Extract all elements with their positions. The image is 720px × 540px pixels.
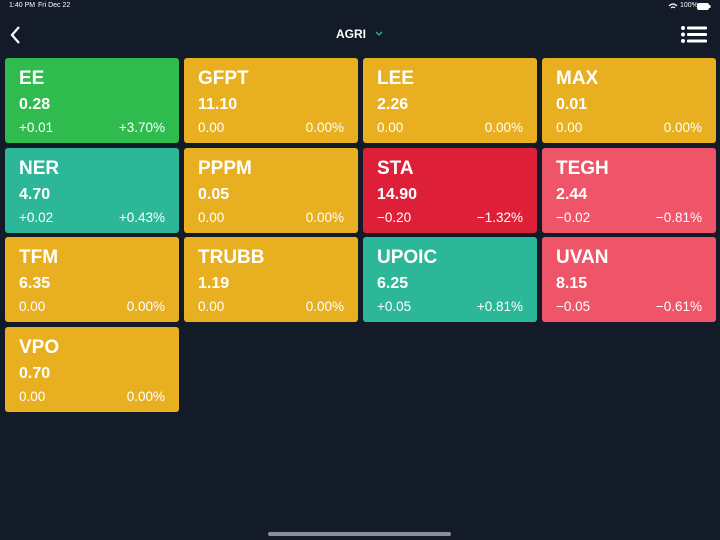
stock-price: 2.26 bbox=[377, 96, 409, 113]
battery-icon bbox=[697, 3, 711, 10]
home-indicator bbox=[268, 532, 451, 536]
title-text: AGRI bbox=[336, 27, 366, 41]
price-change: 0.00 bbox=[377, 120, 404, 135]
stock-tile[interactable]: TEGH 2.44 −0.02 −0.81% bbox=[542, 147, 716, 233]
stock-price: 8.15 bbox=[556, 275, 588, 292]
price-change: +0.02 bbox=[19, 209, 54, 225]
stock-price: 11.10 bbox=[198, 96, 238, 113]
percent-change: +0.43% bbox=[118, 209, 165, 225]
stock-price: 14.90 bbox=[377, 185, 418, 203]
price-change: 0.00 bbox=[198, 120, 225, 135]
back-button[interactable] bbox=[8, 25, 24, 45]
stock-tile[interactable]: EE 0.28 +0.01 +3.70% bbox=[5, 58, 179, 143]
percent-change: −0.81% bbox=[655, 209, 702, 225]
stock-tile[interactable]: LEE 2.26 0.00 0.00% bbox=[363, 58, 537, 143]
percent-change: 0.00% bbox=[126, 388, 165, 404]
stock-symbol: UVAN bbox=[556, 247, 609, 268]
stock-tile[interactable]: UVAN 8.15 −0.05 −0.61% bbox=[542, 237, 716, 322]
stock-tile[interactable]: PPPM 0.05 0.00 0.00% bbox=[184, 147, 358, 233]
status-battery: 100% bbox=[680, 2, 698, 9]
stock-symbol: TRUBB bbox=[198, 247, 265, 268]
percent-change: −0.61% bbox=[655, 299, 702, 314]
dropdown-caret bbox=[375, 31, 383, 36]
stock-price: 6.35 bbox=[19, 275, 51, 292]
percent-change: 0.00% bbox=[126, 299, 165, 314]
price-change: 0.00 bbox=[19, 388, 46, 404]
stock-symbol: GFPT bbox=[198, 68, 249, 89]
stock-symbol: LEE bbox=[377, 68, 414, 89]
stock-tile[interactable]: GFPT 11.10 0.00 0.00% bbox=[184, 58, 358, 143]
stock-tile[interactable]: VPO 0.70 0.00 0.00% bbox=[5, 326, 179, 412]
price-change: +0.01 bbox=[19, 120, 54, 135]
stock-symbol: EE bbox=[19, 68, 45, 89]
price-change: +0.05 bbox=[377, 299, 412, 314]
stock-tile[interactable]: NER 4.70 +0.02 +0.43% bbox=[5, 147, 179, 233]
stock-tile[interactable]: TFM 6.35 0.00 0.00% bbox=[5, 237, 179, 322]
stock-price: 1.19 bbox=[198, 275, 230, 292]
price-change: 0.00 bbox=[198, 209, 225, 225]
percent-change: 0.00% bbox=[305, 120, 344, 135]
stock-tile[interactable]: TRUBB 1.19 0.00 0.00% bbox=[184, 237, 358, 322]
stock-price: 2.44 bbox=[556, 185, 588, 203]
stock-price: 0.28 bbox=[19, 96, 51, 113]
stock-tile[interactable]: STA 14.90 −0.20 −1.32% bbox=[363, 147, 537, 233]
price-change: −0.20 bbox=[377, 209, 412, 225]
stock-symbol: TFM bbox=[19, 247, 59, 268]
price-change: −0.05 bbox=[556, 299, 591, 314]
percent-change: +0.81% bbox=[476, 299, 523, 314]
stock-symbol: MAX bbox=[556, 68, 599, 89]
stock-symbol: UPOIC bbox=[377, 247, 438, 268]
price-change: 0.00 bbox=[198, 299, 225, 314]
stock-price: 0.70 bbox=[19, 364, 51, 382]
stock-price: 0.05 bbox=[198, 185, 230, 203]
stock-symbol: NER bbox=[19, 157, 60, 179]
screen-title[interactable]: AGRI bbox=[0, 27, 720, 41]
stock-tile[interactable]: MAX 0.01 0.00 0.00% bbox=[542, 58, 716, 143]
stock-price: 6.25 bbox=[377, 275, 409, 292]
percent-change: +3.70% bbox=[118, 120, 165, 135]
percent-change: 0.00% bbox=[305, 209, 344, 225]
stock-symbol: PPPM bbox=[198, 157, 252, 179]
percent-change: −1.32% bbox=[476, 209, 523, 225]
percent-change: 0.00% bbox=[305, 299, 344, 314]
stock-symbol: VPO bbox=[19, 336, 60, 358]
stock-tile[interactable]: UPOIC 6.25 +0.05 +0.81% bbox=[363, 237, 537, 322]
stock-symbol: TEGH bbox=[556, 157, 609, 179]
price-change: 0.00 bbox=[19, 299, 46, 314]
list-menu-button[interactable] bbox=[681, 26, 707, 43]
wifi-icon bbox=[668, 3, 678, 9]
percent-change: 0.00% bbox=[663, 120, 702, 135]
status-time: 1:40 PM bbox=[9, 2, 36, 9]
price-change: −0.02 bbox=[556, 209, 591, 225]
percent-change: 0.00% bbox=[484, 120, 523, 135]
stock-symbol: STA bbox=[377, 157, 414, 179]
stock-price: 0.01 bbox=[556, 96, 588, 113]
stock-price: 4.70 bbox=[19, 185, 51, 203]
status-date: Fri Dec 22 bbox=[38, 2, 71, 9]
price-change: 0.00 bbox=[556, 120, 583, 135]
